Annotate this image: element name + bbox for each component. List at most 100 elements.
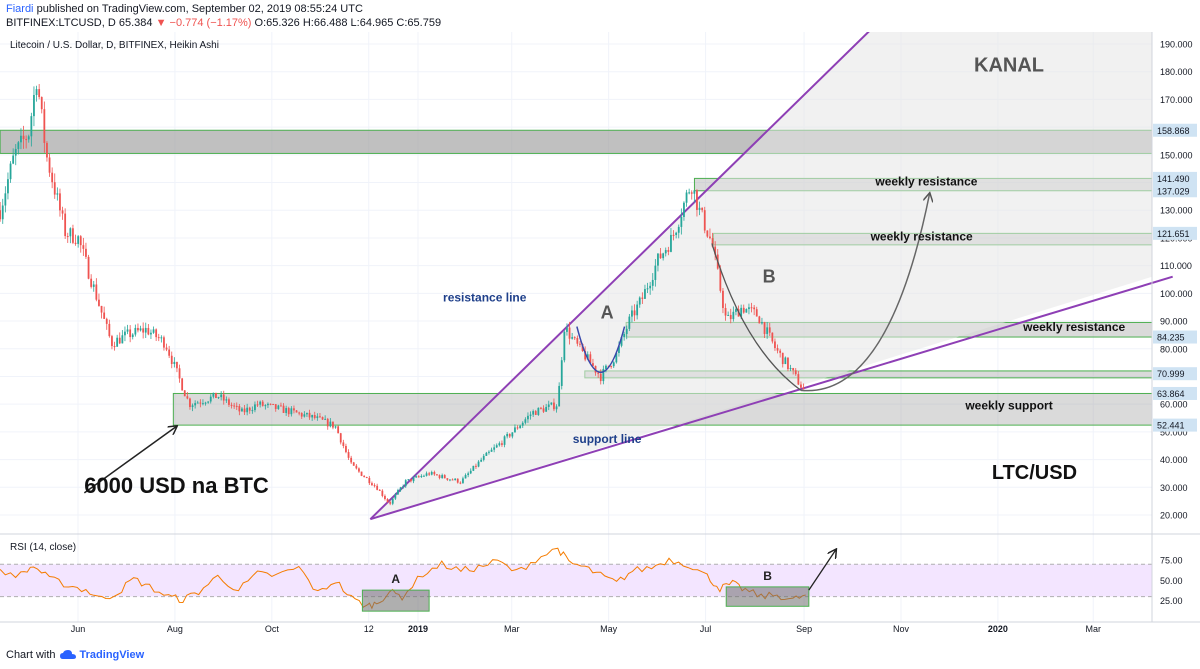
candle-body [690, 192, 693, 194]
candle-body [467, 473, 470, 476]
rsi-band [0, 564, 1152, 597]
date-tick-label: Mar [1085, 624, 1101, 634]
candle-body [155, 329, 158, 338]
candle-body [373, 485, 376, 487]
candle-body [228, 399, 230, 405]
candle-body [225, 399, 228, 401]
candle-body [274, 404, 277, 409]
candle-body [254, 404, 256, 411]
candle-body [66, 236, 69, 238]
candle-body [238, 405, 241, 412]
candle-body [272, 403, 275, 405]
price-badge [1153, 184, 1197, 198]
price-badge [1153, 386, 1197, 400]
candle-body [134, 327, 137, 335]
candle-body [111, 336, 113, 347]
candle-body [560, 360, 563, 386]
candle-body [12, 155, 15, 164]
price-tick-label: 150.000 [1160, 150, 1193, 160]
candle-body [316, 416, 319, 419]
candle-body [449, 479, 451, 481]
candle-body [456, 478, 459, 483]
candle-body [789, 368, 792, 370]
candle-body [59, 193, 61, 211]
candle-body [389, 502, 392, 504]
date-tick-label: May [600, 624, 618, 634]
candle-body [194, 403, 197, 406]
price-badge [1153, 367, 1197, 381]
candle-body [524, 419, 527, 423]
candle-body [688, 192, 691, 194]
candle-body [597, 372, 600, 374]
author-link[interactable]: Fiardi [6, 3, 34, 15]
candle-body [547, 404, 550, 407]
candle-body [103, 312, 106, 319]
price-tick-label: 110.000 [1160, 261, 1192, 271]
candle-body [719, 268, 722, 291]
candle-body [399, 487, 402, 491]
candle-body [51, 172, 54, 183]
candle-body [729, 314, 732, 320]
annotations: A B KANAL weekly resistance weekly resistanc… [84, 55, 1125, 586]
candle-body [233, 405, 236, 407]
candle-body [87, 256, 90, 279]
candle-body [503, 436, 506, 445]
date-tick-label: Mar [504, 624, 520, 634]
candle-body [358, 468, 360, 472]
candle-body [137, 327, 139, 331]
candle-body [792, 368, 795, 371]
candle-body [527, 415, 529, 420]
candle-body [438, 475, 441, 478]
candle-body [407, 479, 410, 481]
candle-body [469, 470, 472, 474]
candle-body [534, 411, 537, 415]
candle-body [459, 482, 462, 484]
candle-body [90, 278, 93, 287]
tradingview-chart[interactable]: 190.000180.000170.000160.000150.000140.0… [0, 32, 1200, 649]
candle-body [56, 193, 59, 195]
candle-body [519, 425, 522, 429]
candle-body [298, 412, 301, 414]
candle-body [300, 413, 303, 417]
candle-body [160, 337, 163, 339]
candle-body [735, 309, 737, 312]
candle-body [683, 202, 685, 218]
date-tick-label: 2020 [988, 624, 1008, 634]
price-tick-label: 20.000 [1160, 511, 1188, 521]
candle-body [628, 316, 631, 329]
support-arrow [83, 426, 176, 494]
candle-body [675, 232, 678, 235]
candle-body [33, 95, 35, 117]
candle-body [329, 421, 332, 427]
chart-title: Litecoin / U.S. Dollar, D, BITFINEX, Hei… [10, 40, 219, 51]
candle-body [537, 407, 540, 415]
candle-body [521, 422, 524, 426]
candle-body [290, 408, 293, 415]
candle-body [246, 407, 249, 413]
candle-body [152, 329, 155, 333]
candle-body [748, 307, 750, 310]
rsi-tick-label: 50.00 [1160, 576, 1183, 586]
candle-body [532, 411, 535, 415]
annotation-label: KANAL [974, 55, 1044, 77]
candle-body [72, 228, 74, 243]
symbol-price: BITFINEX:LTCUSD, D 65.384 [6, 17, 153, 29]
annotation-label: resistance line [443, 291, 527, 305]
candle-body [4, 193, 7, 206]
candle-body [77, 236, 80, 244]
price-badge-label: 70.999 [1157, 369, 1185, 379]
candle-body [92, 284, 95, 287]
candle-body [659, 253, 662, 259]
candle-body [1, 205, 4, 220]
candle-body [241, 408, 243, 412]
candle-body [755, 309, 758, 317]
candle-body [363, 475, 366, 478]
price-badge [1153, 330, 1197, 344]
candle-body [308, 412, 311, 418]
candle-body [35, 89, 38, 96]
price-tick-label: 170.000 [1160, 95, 1193, 105]
footer-brand[interactable]: TradingView [79, 649, 145, 661]
ohlc-values: O:65.326 H:66.488 L:64.965 C:65.759 [254, 17, 442, 29]
candle-body [446, 478, 449, 480]
candle-body [693, 190, 696, 194]
